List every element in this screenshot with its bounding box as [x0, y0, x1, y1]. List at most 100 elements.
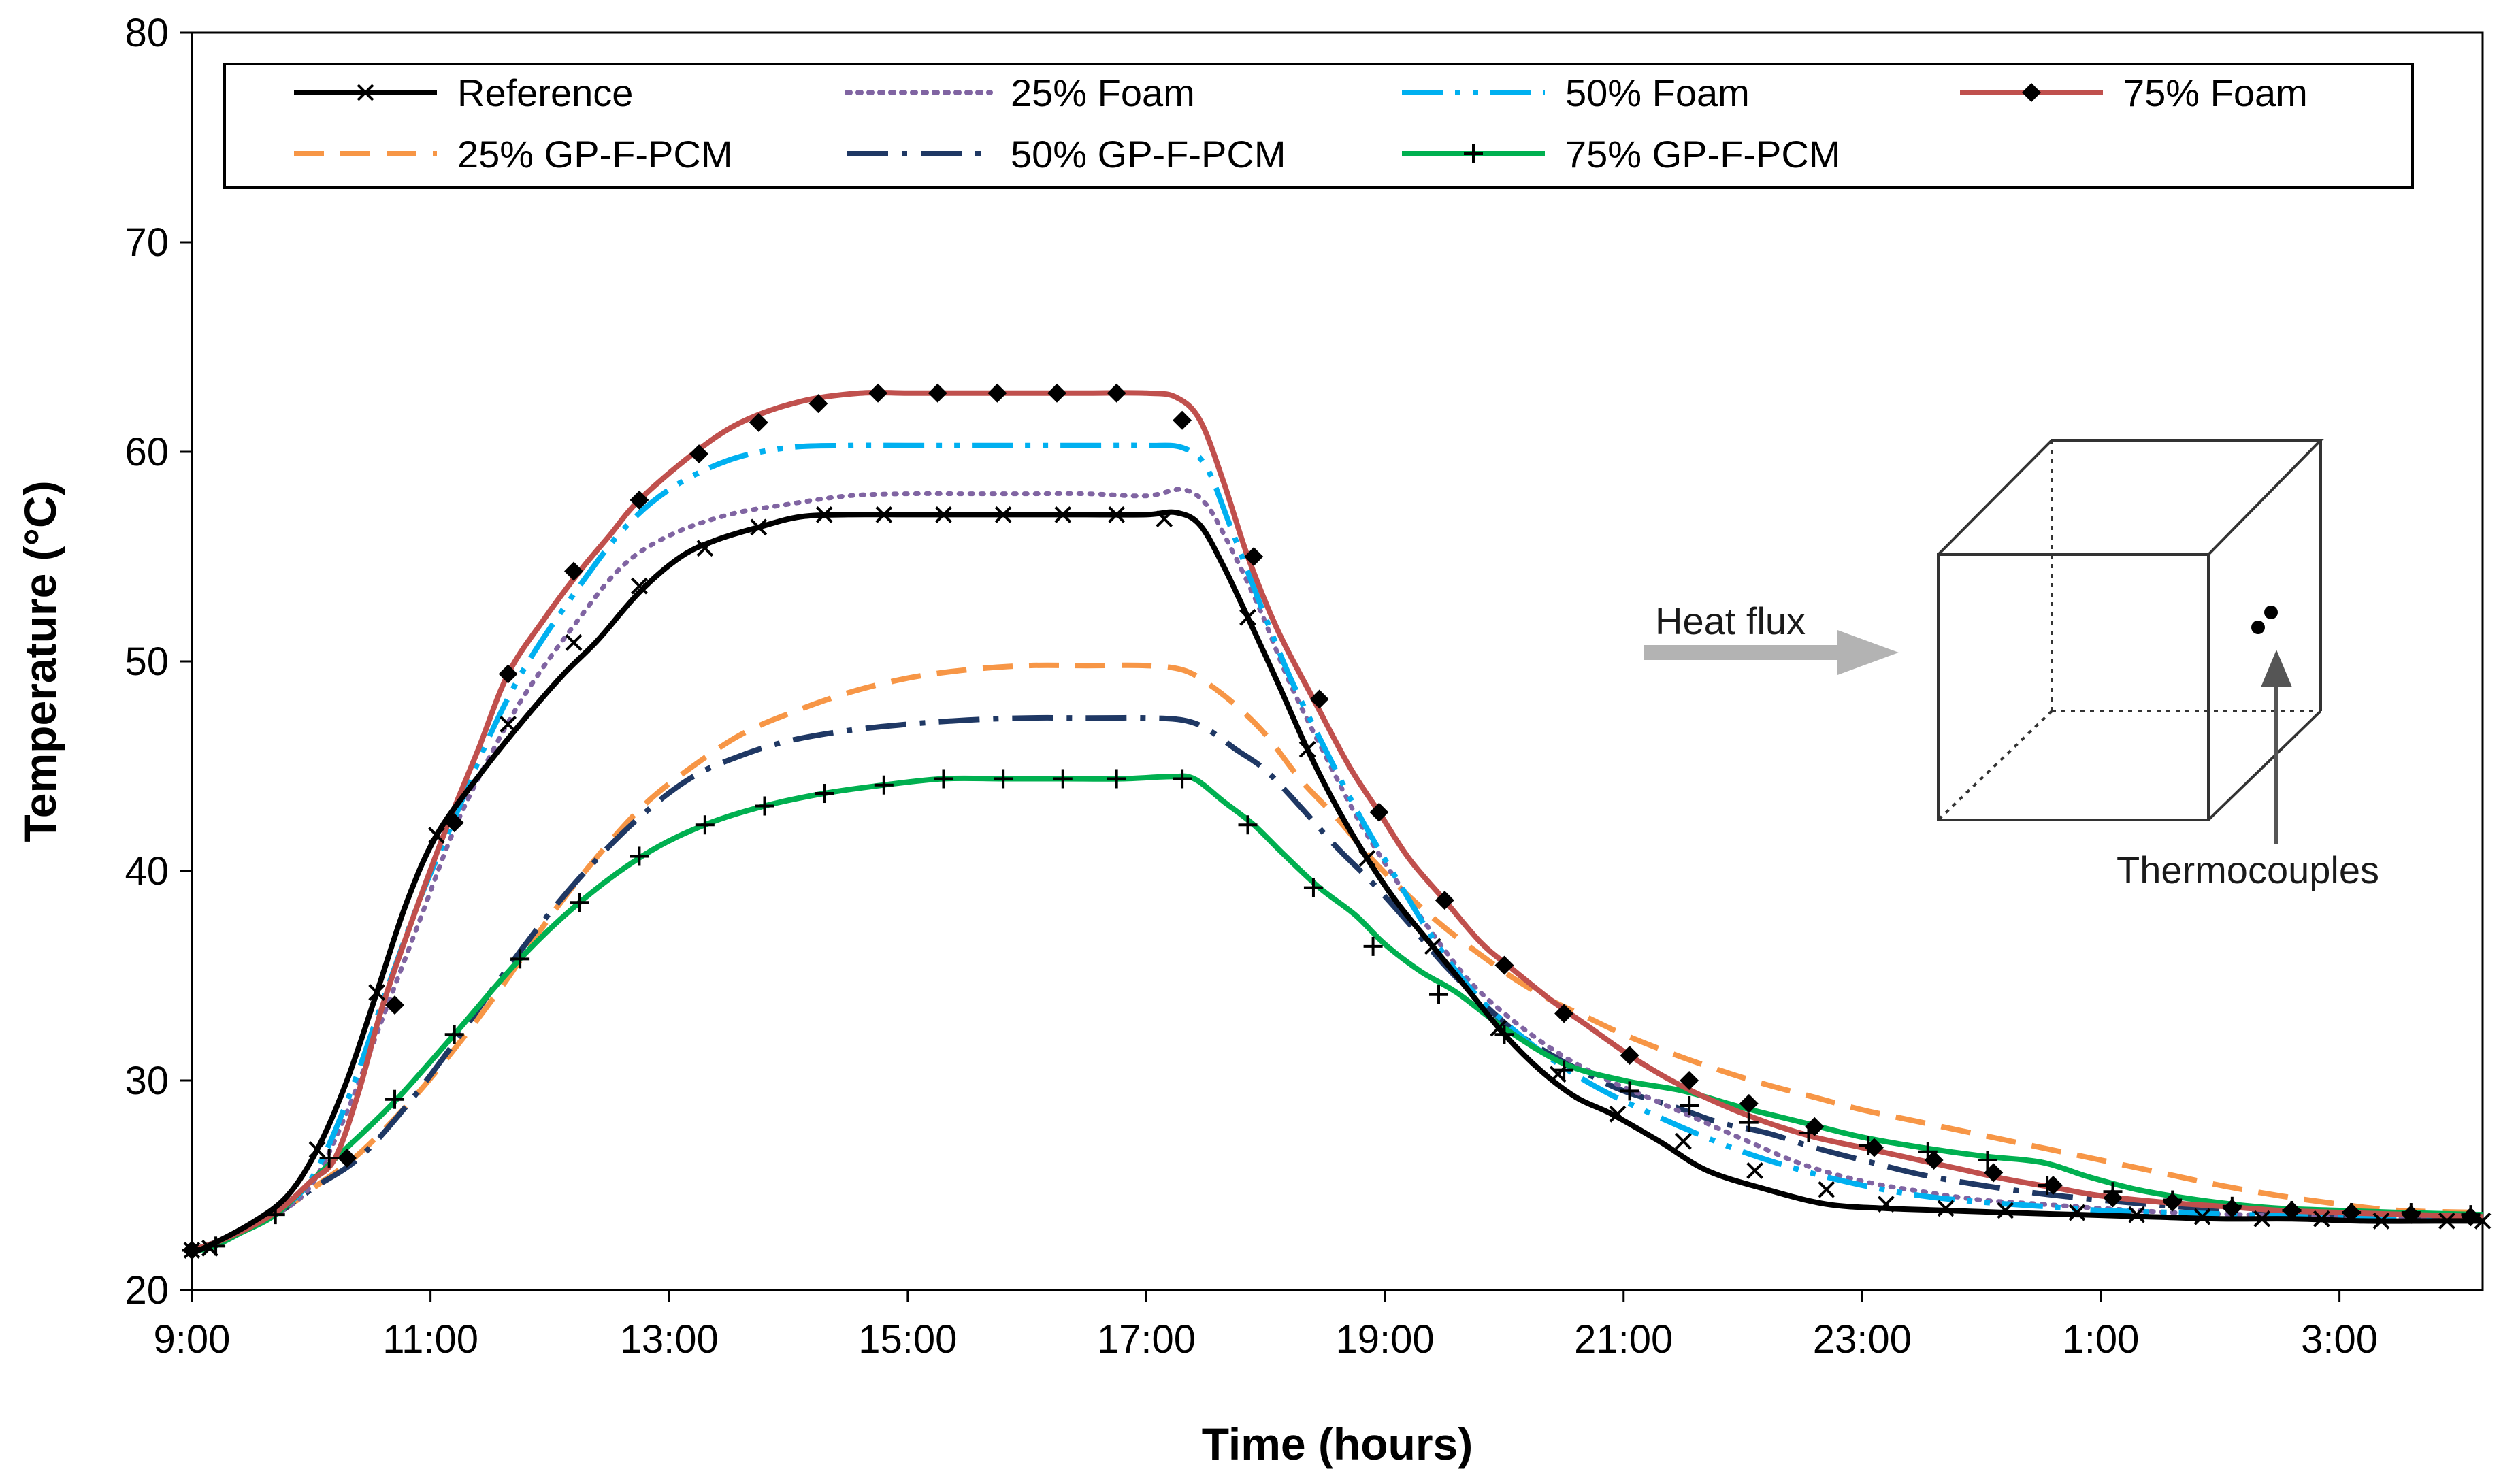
marker-reference — [935, 506, 952, 523]
x-tick-label: 9:00 — [154, 1317, 231, 1362]
legend-label: 25% GP-F-PCM — [457, 133, 733, 176]
marker-reference — [1878, 1196, 1895, 1213]
x-tick-label: 13:00 — [620, 1317, 719, 1362]
marker-reference — [1298, 740, 1316, 758]
marker-75-foam — [564, 561, 583, 581]
y-tick-label: 40 — [125, 849, 169, 893]
marker-reference — [1997, 1202, 2014, 1219]
marker-75-foam — [2282, 1200, 2302, 1220]
marker-reference — [1424, 938, 1441, 955]
marker-75-foam — [928, 383, 947, 403]
thermocouple-dot — [2251, 621, 2265, 634]
series-line-25-gp-f-pcm — [191, 662, 2483, 1253]
legend-item-25-gp-f-pcm: 25% GP-F-PCM — [294, 133, 733, 176]
marker-reference — [2313, 1210, 2330, 1227]
marker-reference — [2372, 1212, 2390, 1230]
marker-75-gp-f-pcm — [570, 893, 589, 912]
marker-75-foam — [1680, 1071, 1699, 1090]
marker-75-foam — [1309, 689, 1329, 709]
legend-marker — [2022, 83, 2041, 102]
marker-75-foam — [2401, 1205, 2421, 1225]
marker-75-foam — [1494, 955, 1514, 975]
marker-reference — [1108, 506, 1126, 523]
marker-reference — [1937, 1200, 1955, 1217]
x-tick-label: 21:00 — [1574, 1317, 1673, 1362]
plot-frame — [191, 31, 2484, 1291]
x-axis-title: Time (hours) — [1202, 1419, 1473, 1469]
marker-75-foam — [2342, 1203, 2362, 1223]
marker-75-gp-f-pcm — [630, 846, 649, 866]
marker-75-foam — [689, 444, 709, 464]
marker-75-gp-f-pcm — [994, 769, 1013, 789]
series-line-75-foam — [191, 389, 2483, 1253]
marker-75-gp-f-pcm — [1429, 985, 1449, 1004]
marker-75-gp-f-pcm — [755, 796, 774, 816]
marker-75-gp-f-pcm — [1739, 1112, 1759, 1132]
marker-75-gp-f-pcm — [1107, 769, 1126, 789]
marker-75-foam — [2163, 1192, 2183, 1212]
legend-item-50-gp-f-pcm: 50% GP-F-PCM — [847, 133, 1286, 176]
marker-75-foam — [1369, 802, 1389, 822]
marker-75-gp-f-pcm — [874, 775, 894, 795]
x-tick-label: 1:00 — [2063, 1317, 2140, 1362]
y-tick-label: 80 — [125, 11, 169, 55]
marker-75-foam — [630, 490, 649, 510]
marker-75-foam — [385, 995, 405, 1015]
marker-75-gp-f-pcm — [444, 1025, 464, 1044]
marker-75-gp-f-pcm — [1680, 1095, 1699, 1115]
y-tick-label: 50 — [125, 640, 169, 684]
legend-label: Reference — [457, 71, 633, 114]
marker-reference — [750, 518, 768, 536]
thermocouple-arrow-icon — [2261, 650, 2292, 844]
x-tick-label: 19:00 — [1336, 1317, 1435, 1362]
marker-reference — [308, 1141, 326, 1159]
marker-75-foam — [1620, 1046, 1639, 1066]
marker-reference — [1054, 506, 1072, 523]
legend: Reference 25% Foam 50% Foam 75% Foam 25% GP-… — [223, 63, 2414, 189]
legend-item-50-foam: 50% Foam — [1402, 71, 1750, 114]
y-tick-label: 20 — [125, 1268, 169, 1313]
marker-75-foam — [337, 1148, 357, 1168]
heat-flux-arrow-icon — [1644, 630, 1899, 675]
marker-reference — [1549, 1066, 1567, 1083]
marker-75-gp-f-pcm — [265, 1205, 285, 1225]
marker-75-foam — [868, 383, 888, 403]
marker-reference — [696, 540, 714, 557]
marker-reference — [183, 1242, 201, 1259]
x-tick-label: 23:00 — [1813, 1317, 1912, 1362]
marker-75-foam — [2222, 1198, 2242, 1218]
marker-75-foam — [1244, 547, 1264, 566]
marker-75-foam — [444, 813, 464, 833]
legend-label: 50% Foam — [1565, 71, 1750, 114]
series-layer — [189, 389, 2485, 1254]
legend-item-75-foam: 75% Foam — [1960, 71, 2308, 114]
marker-reference — [2474, 1212, 2492, 1230]
marker-75-gp-f-pcm — [1238, 815, 1258, 835]
marker-reference — [994, 506, 1012, 523]
legend-item-75-gp-f-pcm: 75% GP-F-PCM — [1402, 133, 1841, 176]
heat-flux-label: Heat flux — [1655, 599, 1806, 642]
marker-reference — [201, 1239, 218, 1257]
legend-label: 25% Foam — [1011, 71, 1195, 114]
marker-reference — [2193, 1208, 2211, 1225]
marker-reference — [1746, 1162, 1764, 1179]
thermocouples-label: Thermocouples — [2117, 848, 2379, 891]
marker-75-gp-f-pcm — [1053, 769, 1073, 789]
marker-75-foam — [1173, 410, 1192, 430]
marker-reference — [427, 827, 445, 844]
marker-75-gp-f-pcm — [1620, 1081, 1639, 1101]
cube-icon — [1937, 439, 2324, 821]
marker-75-foam — [1864, 1138, 1884, 1157]
y-tick-label: 60 — [125, 430, 169, 474]
legend-item-reference: Reference — [294, 71, 633, 114]
marker-75-foam — [749, 412, 768, 432]
legend-label: 75% GP-F-PCM — [1565, 133, 1841, 176]
marker-75-gp-f-pcm — [1363, 936, 1383, 956]
thermocouple-dot — [2264, 606, 2278, 619]
marker-75-foam — [2461, 1207, 2481, 1227]
marker-reference — [631, 577, 648, 595]
marker-reference — [1674, 1132, 1692, 1150]
x-tick-label: 17:00 — [1097, 1317, 1196, 1362]
marker-75-gp-f-pcm — [385, 1089, 405, 1109]
